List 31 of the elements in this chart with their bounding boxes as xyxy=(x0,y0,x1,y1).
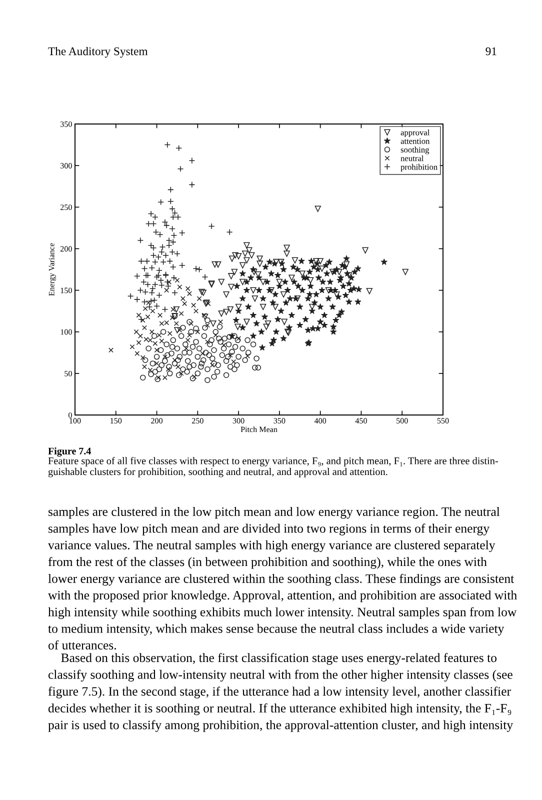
y-axis-title: Energy Variance xyxy=(48,243,56,296)
x-tick-label: 300 xyxy=(232,418,244,424)
legend-label: neutral xyxy=(400,155,424,162)
y-tick-label: 50 xyxy=(64,370,72,376)
x-tick-label: 100 xyxy=(70,418,81,424)
y-tick-label: 200 xyxy=(60,246,72,252)
x-tick-label: 250 xyxy=(192,418,204,424)
text: Feature space of all five classes with respect to energy variance, F₉, and pitch mean, F₁. There are three distin- guishable clusters for prohibition, soothing and neutral, and approval and attention. xyxy=(48,457,498,478)
x-tick-label: 550 xyxy=(437,418,449,424)
y-tick-label: 300 xyxy=(60,163,72,168)
text: 91 xyxy=(486,47,496,56)
text: Figure 7.4 xyxy=(48,447,91,457)
y-tick-label: 350 xyxy=(60,121,72,127)
x-tick-label: 500 xyxy=(396,418,408,424)
legend-label: prohibition xyxy=(400,164,438,172)
y-tick-label: 250 xyxy=(60,204,72,210)
y-tick-label: 150 xyxy=(60,288,72,294)
text: samples are clustered in the low pitch mean and low energy variance region. The neutral samples have low pitch mean and are divided into two regions in terms of their energy variance values. The neutral samples with high energy variance are clustered separately from the rest of the classes (in between prohibition and soothing), while the ones with lower energy variance are clustered within the soothing class. These findings are consistent with the proposed prior knowledge. Approval, attention, and prohibition are associated with high intensity while soothing exhibits much lower intensity. Neutral samples span from low to medium intensity, which makes sense because the neutral class includes a wide variety of utterances. xyxy=(48,507,517,650)
legend-label: soothing xyxy=(400,146,430,154)
x-tick-label: 150 xyxy=(110,418,122,424)
x-axis-title: Pitch Mean xyxy=(240,426,278,432)
legend-label: approval xyxy=(400,129,430,138)
legend-label: attention xyxy=(400,138,430,144)
y-tick-label: 0 xyxy=(68,412,72,418)
y-tick-label: 100 xyxy=(60,329,72,335)
x-tick-label: 200 xyxy=(151,418,163,424)
x-tick-label: 400 xyxy=(314,418,326,424)
text: Based on this observation, the first classification stage uses energy-related features to classify soothing and low-intensity neutral with from the other higher intensity classes (see figure 7.5). In the second stage, if the utterance had a low intensity level, another classifier decides whether it is soothing or neutral. If the utterance exhibited high intensity, the F₁-F₉ pair is used to classify among prohibition, the approval-attention cluster, and high intensity xyxy=(48,653,514,732)
x-tick-label: 450 xyxy=(355,418,367,424)
x-tick-label: 350 xyxy=(274,418,286,424)
text: The Auditory System xyxy=(48,47,148,58)
